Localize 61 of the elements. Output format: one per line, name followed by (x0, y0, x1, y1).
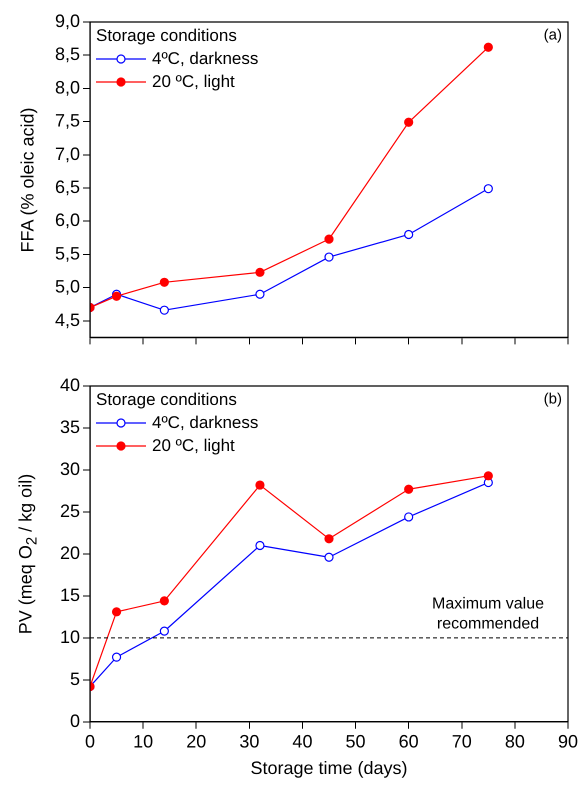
x-tick-label: 90 (558, 732, 578, 752)
point (255, 540, 265, 550)
y-tick-label: 7,5 (54, 110, 80, 131)
y-tick-label: 6,0 (54, 210, 80, 230)
legend-title: Storage conditions (96, 25, 238, 47)
y-tick-label: 10 (60, 626, 80, 647)
x-axis-title: Storage time (days) (250, 758, 408, 778)
x-tick-label: 60 (398, 732, 419, 752)
point (484, 184, 493, 194)
y-axis-title: FFA (% oleic acid) (18, 107, 38, 252)
annotation: (b) (544, 390, 562, 408)
x-tick-label: 50 (346, 732, 366, 752)
x-tick-label: 40 (292, 732, 312, 752)
point (255, 290, 265, 299)
x-tick-label: 20 (186, 732, 206, 752)
point (160, 278, 169, 287)
y-tick-label: 40 (60, 374, 80, 395)
point (112, 607, 122, 616)
y-tick-label: 15 (60, 584, 80, 605)
y-tick-label: 5,5 (54, 243, 80, 264)
point (404, 512, 414, 522)
annotation: (a) (544, 26, 562, 44)
point (404, 230, 414, 240)
point (324, 552, 334, 562)
legend-label: 4ºC, darkness (152, 412, 258, 434)
point (112, 652, 122, 662)
y-tick-label: 25 (60, 500, 80, 521)
ref-line-label: Maximum value recommended (432, 595, 544, 632)
point (324, 234, 334, 244)
y-tick-label: 4,5 (54, 310, 80, 330)
x-tick-label: 10 (133, 732, 154, 752)
y-tick-label: 8,5 (54, 44, 80, 64)
point (324, 534, 334, 544)
legend-title: Storage conditions (96, 389, 238, 411)
x-tick-label: 80 (504, 732, 525, 752)
y-tick-label: 6,5 (54, 176, 80, 197)
y-tick-label: 30 (60, 458, 80, 479)
point (484, 42, 493, 52)
x-tick-label: 30 (239, 732, 260, 752)
y-tick-label: 0 (70, 710, 80, 731)
y-tick-label: 9,0 (54, 10, 80, 31)
legend-label: 20 ºC, light (152, 71, 235, 93)
point (255, 268, 265, 277)
y-tick-label: 5 (70, 668, 80, 689)
point (255, 480, 265, 490)
x-tick-label: 0 (84, 732, 96, 752)
y-tick-label: 7,0 (54, 144, 80, 164)
y-tick-label: 5,0 (54, 276, 80, 297)
legend-label: 4ºC, darkness (152, 48, 258, 70)
point (484, 471, 493, 480)
y-tick-label: 35 (60, 416, 80, 437)
point (160, 306, 169, 315)
point (160, 626, 169, 636)
y-tick-label: 8,0 (54, 77, 80, 98)
point (324, 252, 334, 262)
point (404, 484, 414, 494)
point (160, 596, 169, 606)
x-tick-label: 70 (452, 732, 472, 752)
legend-label: 20 ºC, light (152, 435, 235, 457)
y-tick-label: 20 (60, 542, 80, 563)
point (404, 118, 414, 127)
